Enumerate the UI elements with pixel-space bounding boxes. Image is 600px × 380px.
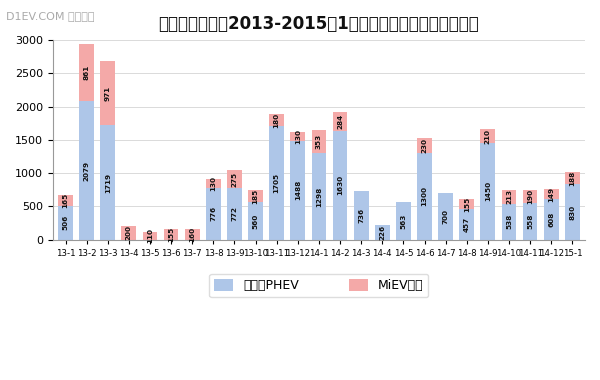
Bar xyxy=(354,191,368,240)
Text: 830: 830 xyxy=(569,204,575,220)
Text: 180: 180 xyxy=(274,113,280,128)
Text: 1298: 1298 xyxy=(316,186,322,207)
Bar xyxy=(544,199,559,240)
Text: D1EV.COM 第一电动: D1EV.COM 第一电动 xyxy=(6,11,95,21)
Bar xyxy=(227,188,242,240)
Text: 772: 772 xyxy=(232,206,238,222)
Text: 700: 700 xyxy=(443,209,449,224)
Bar xyxy=(460,209,474,240)
Bar xyxy=(248,203,263,240)
Text: 457: 457 xyxy=(464,217,470,232)
Text: 130: 130 xyxy=(295,129,301,144)
Bar xyxy=(332,112,347,131)
Bar xyxy=(290,132,305,141)
Bar xyxy=(100,61,115,125)
Text: 149: 149 xyxy=(548,187,554,202)
Title: 三菱插电式汽车2013-2015年1月日本销量统计（单位：辆）: 三菱插电式汽车2013-2015年1月日本销量统计（单位：辆） xyxy=(158,15,479,33)
Text: 284: 284 xyxy=(337,114,343,129)
Text: 188: 188 xyxy=(569,171,575,186)
Text: 155: 155 xyxy=(168,227,174,242)
Text: 560: 560 xyxy=(253,214,259,229)
Bar xyxy=(164,229,178,240)
Bar xyxy=(565,172,580,184)
Text: 1719: 1719 xyxy=(105,173,111,193)
Text: 1630: 1630 xyxy=(337,175,343,195)
Text: 160: 160 xyxy=(189,227,195,242)
Text: 1705: 1705 xyxy=(274,173,280,193)
Bar xyxy=(417,153,432,240)
Bar xyxy=(396,202,411,240)
Bar xyxy=(79,101,94,240)
Text: 110: 110 xyxy=(147,228,153,244)
Bar xyxy=(248,190,263,203)
Text: 210: 210 xyxy=(485,129,491,144)
Bar xyxy=(227,170,242,188)
Text: 1450: 1450 xyxy=(485,181,491,201)
Text: 776: 776 xyxy=(211,206,217,222)
Bar xyxy=(311,130,326,153)
Bar xyxy=(269,126,284,240)
Bar xyxy=(143,232,157,240)
Text: 275: 275 xyxy=(232,172,238,187)
Text: 1300: 1300 xyxy=(422,187,428,206)
Bar xyxy=(481,129,495,143)
Text: 1488: 1488 xyxy=(295,180,301,200)
Text: 185: 185 xyxy=(253,188,259,204)
Text: 2079: 2079 xyxy=(83,160,89,180)
Bar xyxy=(206,188,221,240)
Bar xyxy=(79,44,94,101)
Text: 130: 130 xyxy=(211,176,217,191)
Legend: 欧蓝德PHEV, MiEV车系: 欧蓝德PHEV, MiEV车系 xyxy=(209,274,428,297)
Bar xyxy=(438,193,453,240)
Bar xyxy=(417,138,432,153)
Text: 563: 563 xyxy=(400,213,406,228)
Text: 155: 155 xyxy=(464,196,470,212)
Text: 165: 165 xyxy=(62,193,68,208)
Bar xyxy=(121,226,136,240)
Bar xyxy=(502,190,517,204)
Text: 230: 230 xyxy=(422,138,428,153)
Bar xyxy=(502,204,517,240)
Text: 861: 861 xyxy=(83,65,89,80)
Text: 353: 353 xyxy=(316,134,322,149)
Text: 200: 200 xyxy=(126,225,132,241)
Text: 190: 190 xyxy=(527,188,533,204)
Text: 558: 558 xyxy=(527,214,533,229)
Text: 213: 213 xyxy=(506,189,512,204)
Bar xyxy=(206,179,221,188)
Bar xyxy=(290,141,305,240)
Bar xyxy=(58,206,73,240)
Bar xyxy=(185,229,200,240)
Bar xyxy=(523,203,538,240)
Bar xyxy=(100,125,115,240)
Bar xyxy=(332,131,347,240)
Bar xyxy=(544,189,559,199)
Bar xyxy=(460,199,474,209)
Text: 226: 226 xyxy=(379,225,385,240)
Text: 971: 971 xyxy=(105,86,111,101)
Bar xyxy=(311,153,326,240)
Bar xyxy=(58,195,73,206)
Bar xyxy=(523,190,538,203)
Bar xyxy=(481,143,495,240)
Text: 506: 506 xyxy=(62,215,68,230)
Text: 736: 736 xyxy=(358,207,364,223)
Bar xyxy=(375,225,389,240)
Text: 608: 608 xyxy=(548,212,554,227)
Bar xyxy=(269,114,284,126)
Bar xyxy=(565,184,580,240)
Text: 538: 538 xyxy=(506,214,512,230)
